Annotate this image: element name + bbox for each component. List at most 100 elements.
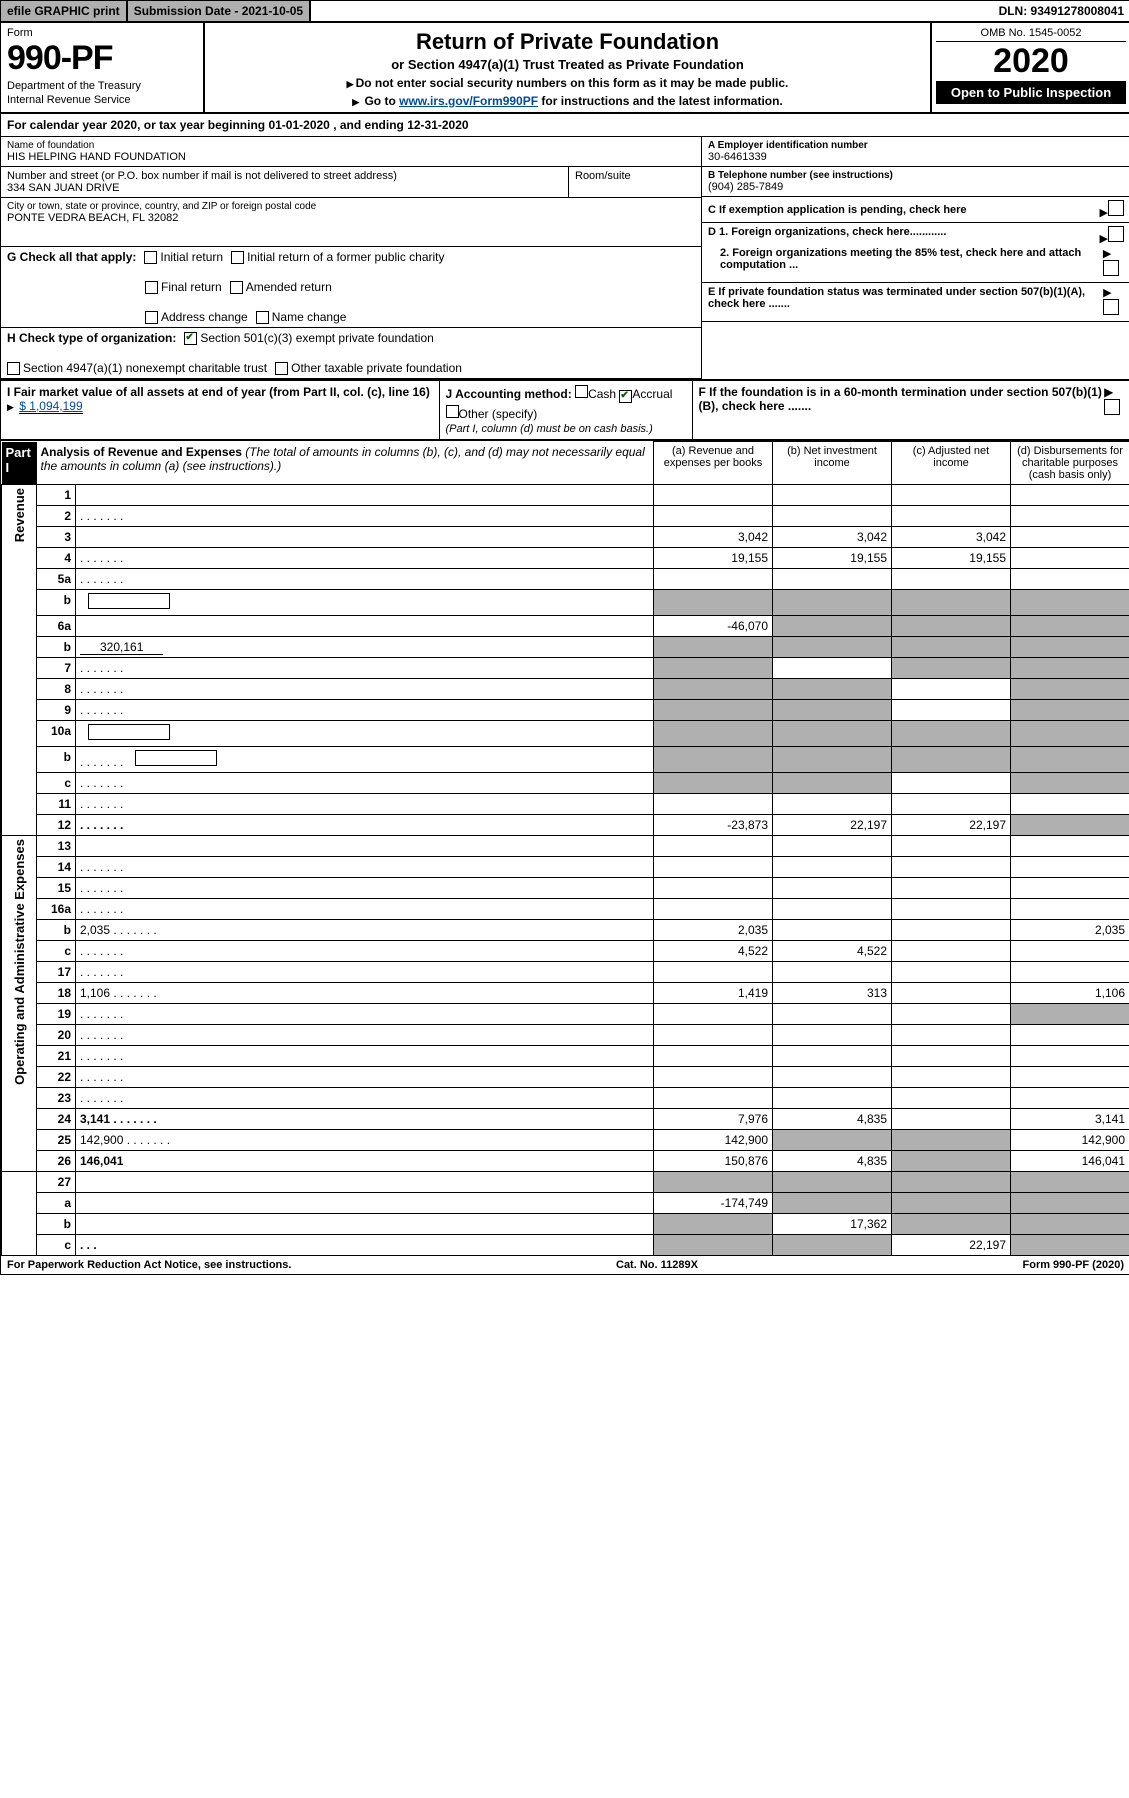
- value-cell-d: [1011, 658, 1129, 679]
- table-row: 7 . . . . . . .: [2, 658, 1129, 679]
- line-number: b: [37, 920, 76, 941]
- value-cell-b: [773, 658, 892, 679]
- efile-print-label[interactable]: efile GRAPHIC print: [1, 1, 128, 21]
- value-cell-a: 150,876: [654, 1151, 773, 1172]
- chk-4947[interactable]: Section 4947(a)(1) nonexempt charitable …: [7, 361, 267, 375]
- value-cell-c: [892, 1214, 1011, 1235]
- value-cell-d: [1011, 773, 1129, 794]
- value-cell-b: 313: [773, 983, 892, 1004]
- line-number: 18: [37, 983, 76, 1004]
- line-number: 19: [37, 1004, 76, 1025]
- value-cell-c: [892, 1004, 1011, 1025]
- line-description: [76, 1172, 654, 1193]
- value-cell-b: [773, 1046, 892, 1067]
- table-row: 6a-46,070: [2, 616, 1129, 637]
- line-number: c: [37, 941, 76, 962]
- line-description: . . . . . . .: [76, 1004, 654, 1025]
- line-description: . . . . . . .: [76, 857, 654, 878]
- cat-no: Cat. No. 11289X: [616, 1259, 698, 1271]
- value-cell-b: [773, 1172, 892, 1193]
- opt2: Address change: [161, 310, 248, 324]
- value-cell-d: 1,106: [1011, 983, 1129, 1004]
- chk-other[interactable]: Other (specify): [446, 407, 538, 421]
- value-cell-d: [1011, 747, 1129, 773]
- value-cell-c: [892, 569, 1011, 590]
- line-description: [76, 1214, 654, 1235]
- value-cell-d: [1011, 1046, 1129, 1067]
- value-cell-d: [1011, 1193, 1129, 1214]
- line-description: . . . . . . .: [76, 794, 654, 815]
- goto-post: for instructions and the latest informat…: [541, 94, 782, 108]
- value-cell-c: [892, 506, 1011, 527]
- value-cell-d: [1011, 962, 1129, 983]
- line-description: . . . . . . .: [76, 941, 654, 962]
- h-opt1: Section 501(c)(3) exempt private foundat…: [200, 331, 433, 345]
- line-number: 2: [37, 506, 76, 527]
- table-row: 12 . . . . . . .-23,87322,19722,197: [2, 815, 1129, 836]
- value-cell-b: [773, 857, 892, 878]
- form-title: Return of Private Foundation: [211, 29, 924, 55]
- line-description: [76, 721, 654, 747]
- line-number: b: [37, 747, 76, 773]
- value-cell-c: [892, 773, 1011, 794]
- i-value[interactable]: $ 1,094,199: [19, 399, 82, 414]
- table-row: 33,0423,0423,042: [2, 527, 1129, 548]
- irs-link[interactable]: www.irs.gov/Form990PF: [399, 94, 538, 108]
- chk-namechange[interactable]: Name change: [256, 310, 347, 324]
- value-cell-a: 1,419: [654, 983, 773, 1004]
- value-cell-a: 4,522: [654, 941, 773, 962]
- c-cell: C If exemption application is pending, c…: [702, 197, 1129, 223]
- city-cell: City or town, state or province, country…: [1, 198, 701, 247]
- final-side: [2, 1172, 37, 1256]
- value-cell-a: [654, 899, 773, 920]
- j-note: (Part I, column (d) must be on cash basi…: [446, 423, 686, 435]
- table-row: c . . . . . . .4,5224,522: [2, 941, 1129, 962]
- value-cell-b: [773, 773, 892, 794]
- line-number: 26: [37, 1151, 76, 1172]
- chk-former[interactable]: Initial return of a former public charit…: [231, 250, 444, 264]
- part-tab: Part I: [2, 442, 37, 485]
- line-number: b: [37, 590, 76, 616]
- chk-amended[interactable]: Amended return: [230, 280, 332, 294]
- line-number: a: [37, 1193, 76, 1214]
- line-number: 10a: [37, 721, 76, 747]
- chk-c[interactable]: ▶: [1100, 200, 1124, 219]
- line-description: . . . . . . .: [76, 679, 654, 700]
- info-right: A Employer identification number 30-6461…: [702, 137, 1129, 379]
- h-label: H Check type of organization:: [7, 331, 176, 345]
- line-description: . . . . . . .: [76, 1025, 654, 1046]
- chk-addrchange[interactable]: Address change: [145, 310, 248, 324]
- value-cell-a: [654, 1004, 773, 1025]
- chk-cash[interactable]: Cash: [575, 387, 616, 401]
- address-cell: Number and street (or P.O. box number if…: [1, 167, 569, 197]
- value-cell-c: [892, 1046, 1011, 1067]
- value-cell-b: [773, 590, 892, 616]
- value-cell-b: [773, 1193, 892, 1214]
- line-description: . . . . . . .: [76, 815, 654, 836]
- chk-d2[interactable]: ▶: [1103, 247, 1124, 279]
- chk-final[interactable]: Final return: [145, 280, 222, 294]
- value-cell-b: [773, 794, 892, 815]
- value-cell-a: 19,155: [654, 548, 773, 569]
- d-cell: D 1. Foreign organizations, check here..…: [702, 223, 1129, 283]
- value-cell-d: [1011, 616, 1129, 637]
- value-cell-c: [892, 616, 1011, 637]
- chk-501c3[interactable]: Section 501(c)(3) exempt private foundat…: [184, 331, 433, 345]
- part-title-cell: Analysis of Revenue and Expenses (The to…: [37, 442, 654, 485]
- chk-accrual[interactable]: Accrual: [619, 387, 672, 401]
- table-row: 243,141 . . . . . . .7,9764,8353,141: [2, 1109, 1129, 1130]
- chk-d1[interactable]: ▶: [1100, 226, 1124, 245]
- chk-initial[interactable]: Initial return: [144, 250, 223, 264]
- line-description: 146,041: [76, 1151, 654, 1172]
- chk-othertax[interactable]: Other taxable private foundation: [275, 361, 462, 375]
- accrual-label: Accrual: [632, 387, 672, 401]
- value-cell-c: [892, 941, 1011, 962]
- value-cell-a: [654, 721, 773, 747]
- value-cell-b: [773, 747, 892, 773]
- phone-value: (904) 285-7849: [708, 181, 1124, 193]
- value-cell-c: [892, 794, 1011, 815]
- chk-e[interactable]: ▶: [1103, 286, 1124, 318]
- value-cell-a: -46,070: [654, 616, 773, 637]
- chk-f[interactable]: ▶: [1104, 385, 1124, 435]
- value-cell-c: [892, 899, 1011, 920]
